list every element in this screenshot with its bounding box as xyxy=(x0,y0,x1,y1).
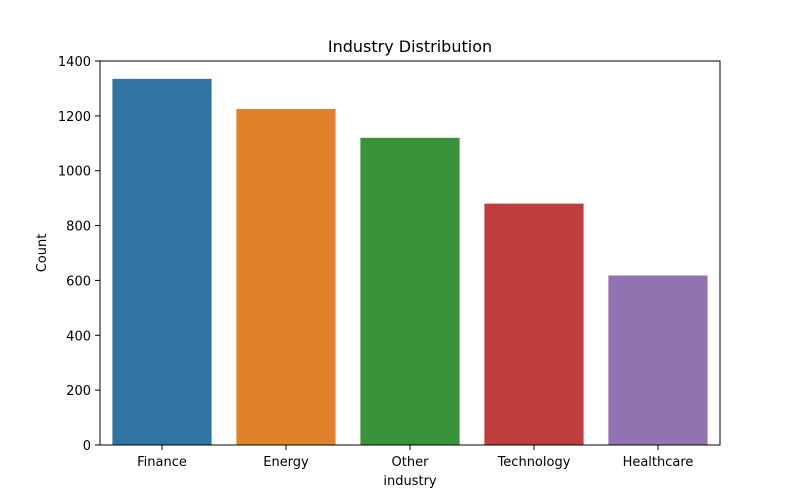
y-tick-label: 800 xyxy=(66,220,91,235)
y-tick-label: 1200 xyxy=(58,110,91,125)
y-tick-label: 600 xyxy=(66,274,91,289)
x-tick-label: Energy xyxy=(263,455,309,470)
x-tick-label: Technology xyxy=(497,455,571,470)
x-tick-label: Finance xyxy=(137,455,187,470)
y-tick-label: 0 xyxy=(83,439,91,454)
y-tick-label: 1400 xyxy=(58,55,91,70)
bar-technology xyxy=(484,203,584,445)
y-axis-label: Count xyxy=(35,234,50,273)
y-axis: 0 200 400 600 800 1000 1200 1400 xyxy=(58,55,100,454)
chart-title: Industry Distribution xyxy=(328,37,492,56)
x-tick-label: Other xyxy=(392,455,430,470)
x-tick-label: Healthcare xyxy=(623,455,694,470)
y-tick-label: 1000 xyxy=(58,165,91,180)
bar-healthcare xyxy=(608,275,708,445)
x-axis-label: industry xyxy=(383,474,437,489)
x-axis: Finance Energy Other Technology Healthcare xyxy=(137,445,693,470)
y-tick-label: 400 xyxy=(66,329,91,344)
bar-energy xyxy=(236,109,336,445)
bar-other xyxy=(360,137,460,446)
plot-frame xyxy=(99,60,721,446)
y-tick-label: 200 xyxy=(66,384,91,399)
bars-group xyxy=(112,78,708,446)
bar-finance xyxy=(112,78,212,445)
